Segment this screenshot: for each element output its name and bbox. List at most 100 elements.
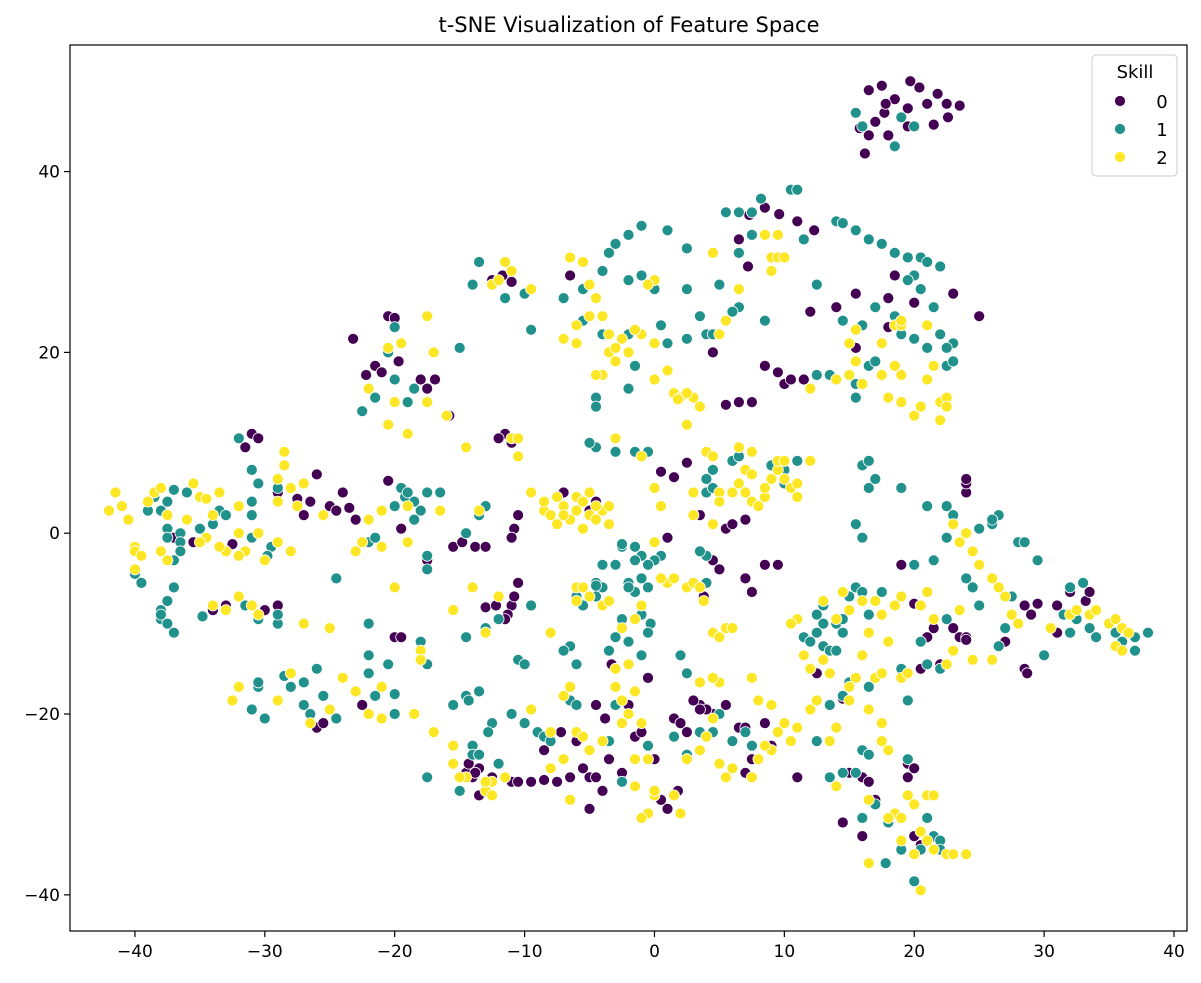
data-point-skill-1 — [622, 581, 635, 594]
data-point-skill-1 — [791, 183, 804, 196]
data-point-skill-0 — [759, 558, 771, 571]
data-point-skill-2 — [875, 608, 888, 621]
data-point-skill-2 — [875, 717, 888, 729]
data-point-skill-2 — [122, 513, 135, 526]
data-point-skill-1 — [869, 473, 882, 485]
data-point-skill-2 — [843, 337, 856, 350]
data-point-skill-2 — [707, 246, 719, 259]
data-point-skill-1 — [895, 482, 908, 494]
data-point-skill-1 — [908, 558, 921, 571]
data-point-skill-1 — [901, 694, 914, 707]
data-point-skill-1 — [245, 703, 258, 716]
data-point-skill-1 — [1064, 626, 1076, 639]
data-point-skill-2 — [817, 653, 830, 666]
data-point-skill-2 — [525, 283, 537, 296]
data-point-skill-1 — [462, 694, 475, 707]
data-point-skill-2 — [999, 590, 1012, 603]
data-point-skill-1 — [901, 251, 914, 264]
data-point-skill-2 — [538, 495, 550, 508]
data-point-skill-1 — [616, 538, 628, 550]
data-point-skill-1 — [817, 617, 830, 630]
data-point-skill-2 — [551, 491, 563, 503]
data-point-skill-1 — [713, 278, 726, 291]
data-point-skill-1 — [869, 301, 882, 314]
data-point-skill-1 — [596, 558, 609, 571]
data-point-skill-0 — [347, 332, 360, 345]
data-point-skill-2 — [921, 373, 934, 386]
data-point-skill-2 — [603, 595, 615, 607]
data-point-skill-0 — [859, 147, 871, 160]
data-point-skill-2 — [986, 653, 999, 666]
data-point-skill-0 — [1021, 667, 1034, 680]
data-point-skill-0 — [1018, 599, 1031, 612]
data-point-skill-1 — [921, 500, 934, 513]
legend-label-1: 1 — [1156, 120, 1167, 141]
data-point-skill-2 — [271, 495, 284, 508]
data-point-skill-1 — [635, 269, 648, 282]
data-point-skill-1 — [161, 495, 174, 508]
data-point-skill-0 — [694, 703, 706, 716]
data-point-skill-2 — [882, 812, 895, 824]
data-point-skill-2 — [570, 319, 583, 332]
y-axis: −40 −20 0 20 40 — [24, 163, 70, 906]
data-point-skill-2 — [557, 753, 570, 766]
data-point-skill-1 — [823, 771, 836, 784]
data-point-skill-1 — [388, 373, 401, 386]
data-point-skill-0 — [382, 474, 395, 487]
x-tick-label: 40 — [1163, 942, 1185, 962]
data-point-skill-2 — [895, 590, 908, 603]
data-point-skill-2 — [707, 712, 719, 725]
data-point-skill-0 — [655, 465, 667, 478]
data-point-skill-0 — [947, 622, 960, 634]
x-tick-label: 30 — [1033, 942, 1055, 962]
data-point-skill-2 — [765, 473, 778, 485]
data-point-skill-2 — [791, 721, 804, 734]
data-point-skill-0 — [317, 717, 330, 729]
data-point-skill-2 — [421, 396, 434, 409]
data-point-skill-0 — [849, 287, 862, 300]
data-point-skill-2 — [375, 504, 388, 517]
data-point-skill-2 — [616, 332, 628, 345]
data-point-skill-2 — [772, 726, 784, 738]
data-point-skill-1 — [635, 572, 648, 585]
data-point-skill-2 — [116, 500, 128, 513]
data-point-skill-2 — [707, 450, 719, 463]
data-point-skill-1 — [180, 486, 193, 499]
data-point-skill-1 — [810, 369, 823, 381]
data-point-skill-0 — [564, 269, 576, 282]
data-point-skill-1 — [174, 545, 187, 558]
data-point-skill-2 — [349, 685, 362, 698]
data-point-skill-2 — [570, 504, 583, 517]
data-point-skill-1 — [655, 319, 667, 332]
data-point-skill-1 — [810, 735, 823, 747]
data-point-skill-1 — [908, 332, 921, 345]
data-point-skill-1 — [862, 233, 875, 246]
data-point-skill-1 — [901, 753, 914, 766]
data-point-skill-0 — [590, 771, 602, 784]
x-tick-label: 20 — [903, 942, 925, 962]
data-point-skill-2 — [707, 672, 719, 684]
data-point-skill-1 — [362, 617, 375, 630]
data-point-skill-0 — [421, 382, 434, 395]
data-point-skill-0 — [555, 726, 567, 738]
data-point-skill-1 — [992, 640, 1005, 653]
data-point-skill-2 — [947, 848, 960, 861]
data-point-skill-2 — [317, 509, 330, 521]
data-point-skill-0 — [973, 310, 986, 323]
data-point-skill-2 — [226, 694, 239, 707]
legend-marker-0 — [1114, 95, 1126, 107]
data-point-skill-1 — [921, 341, 934, 354]
data-point-skill-0 — [901, 102, 914, 115]
data-point-skill-2 — [193, 536, 206, 549]
data-point-skill-2 — [564, 794, 576, 806]
data-point-skill-1 — [862, 454, 875, 467]
data-point-skill-1 — [525, 323, 537, 336]
data-point-skill-1 — [856, 120, 869, 133]
data-point-skill-0 — [746, 396, 758, 409]
data-point-skill-1 — [460, 527, 473, 540]
data-point-skill-0 — [830, 301, 843, 314]
data-point-skill-0 — [525, 775, 537, 788]
data-point-skill-2 — [635, 717, 648, 729]
data-point-skill-2 — [661, 364, 674, 377]
